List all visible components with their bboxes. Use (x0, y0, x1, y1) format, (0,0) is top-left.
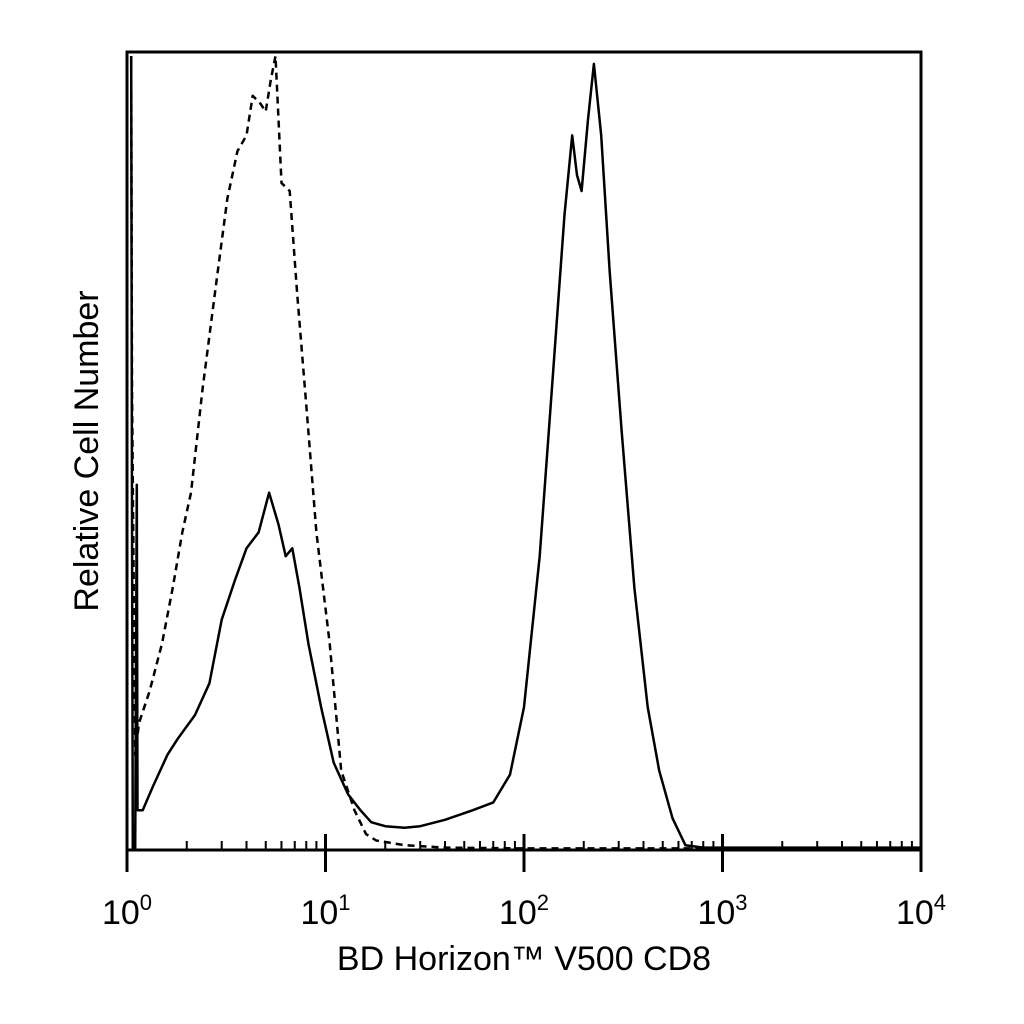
x-tick-labels: 100 101 102 103 104 (102, 890, 946, 932)
x-axis-label: BD Horizon™ V500 CD8 (337, 940, 711, 978)
x-tick-label: 102 (499, 890, 549, 932)
x-tick-label: 104 (896, 890, 946, 932)
x-minor-ticks (185, 841, 913, 850)
plot-area (125, 50, 923, 852)
series-layer (129, 54, 921, 852)
series-line-solid (129, 55, 921, 852)
y-axis-label: Relative Cell Number (68, 290, 106, 611)
x-tick-label: 101 (300, 890, 350, 932)
series-line-dashed (129, 54, 921, 850)
x-major-ticks (125, 834, 923, 872)
x-tick-label: 100 (102, 890, 152, 932)
x-tick-label: 103 (697, 890, 747, 932)
